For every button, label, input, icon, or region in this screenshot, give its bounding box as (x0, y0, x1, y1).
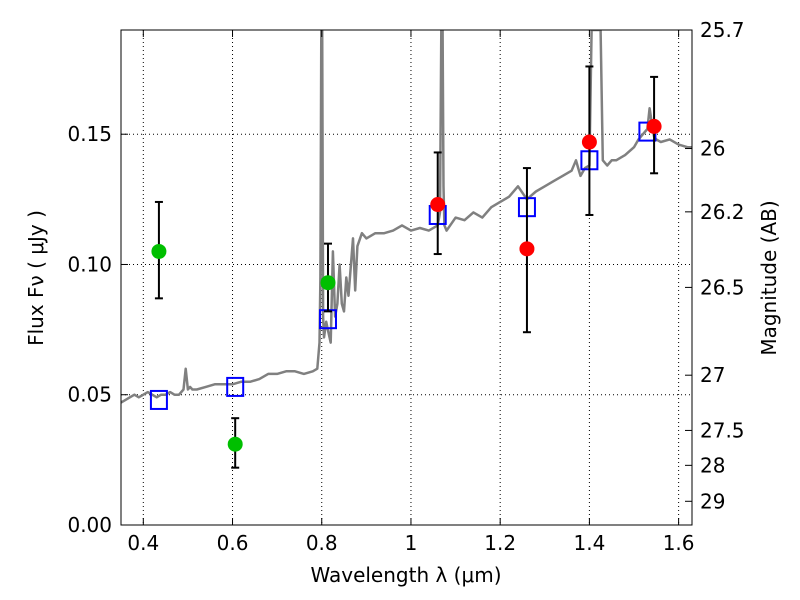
x-tick-label: 0.4 (127, 531, 159, 555)
y2-tick-label: 26.5 (700, 275, 745, 299)
x-tick-label: 1.2 (484, 531, 516, 555)
y2-tick-label: 25.7 (700, 18, 745, 42)
y2-tick-label: 28 (700, 453, 725, 477)
x-tick-label: 1.6 (663, 531, 695, 555)
y2-tick-label: 26 (700, 137, 725, 161)
observed-point (519, 241, 535, 257)
y2-tick-label: 27.5 (700, 418, 745, 442)
y-tick-label: 0.05 (67, 383, 112, 407)
plot-frame (120, 29, 693, 526)
model-band-square (149, 389, 168, 410)
x-axis-label: Wavelength λ (μm) (310, 563, 501, 587)
observed-point (430, 197, 446, 213)
y2-tick-label: 26.2 (700, 200, 745, 224)
observed-point (320, 275, 336, 291)
observed-point (646, 118, 662, 134)
observed-point (227, 436, 243, 452)
y-tick-label: 0.10 (67, 252, 112, 276)
y2-axis-label: Magnitude (AB) (757, 200, 781, 355)
x-tick-label: 0.8 (306, 531, 338, 555)
x-tick-label: 0.6 (217, 531, 249, 555)
y2-tick-label: 29 (700, 489, 725, 513)
model-spectrum-line (121, 30, 692, 404)
grid-lines (121, 30, 692, 526)
x-tick-label: 1 (405, 531, 418, 555)
axis-ticks: 0.4 0.6 0.8 1 1.2 1.4 1.6 0.00 0.05 0.10 0.15 25.7 2… (67, 18, 744, 555)
y2-tick-label: 27 (700, 363, 725, 387)
observed-point (151, 243, 167, 259)
observed-point (581, 134, 597, 150)
plot-area (121, 30, 692, 469)
model-band-square (226, 376, 245, 397)
x-tick-label: 1.4 (573, 531, 605, 555)
y-axis-label: Flux Fν ( μJy ) (24, 210, 48, 346)
y-tick-label: 0.00 (67, 513, 112, 537)
y-tick-label: 0.15 (67, 122, 112, 146)
